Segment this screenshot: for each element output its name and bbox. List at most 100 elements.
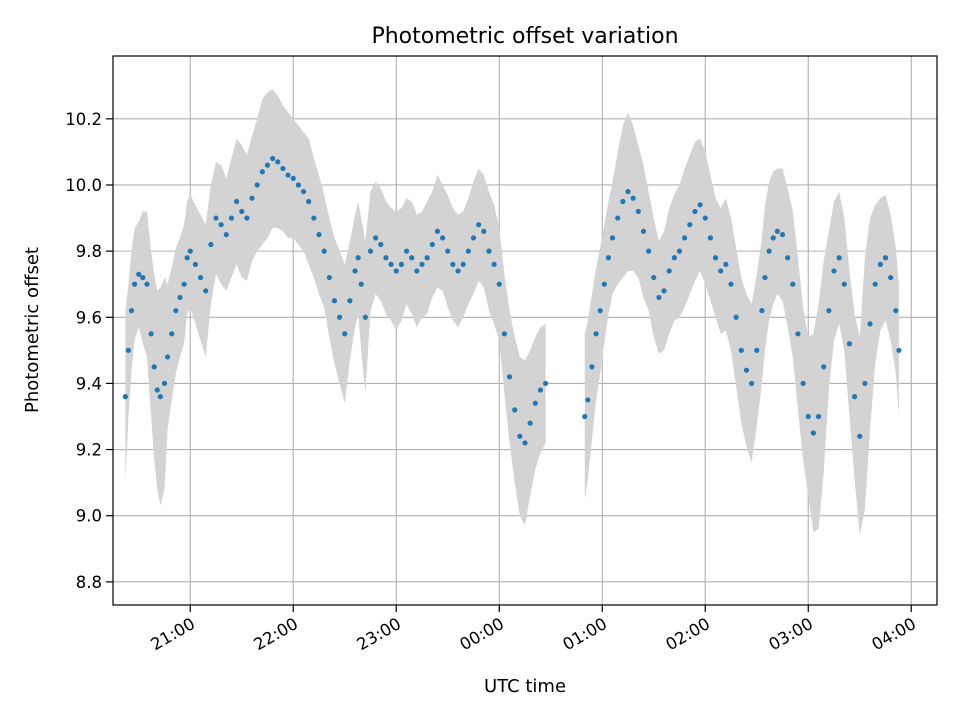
data-point xyxy=(187,248,193,254)
data-point xyxy=(331,298,338,304)
data-point xyxy=(280,165,286,172)
data-point xyxy=(378,241,384,248)
y-tick-label: 9.8 xyxy=(76,242,102,261)
data-point xyxy=(712,255,719,261)
y-tick-label: 9.0 xyxy=(76,507,102,526)
y-tick-label: 9.6 xyxy=(76,308,102,327)
data-point xyxy=(270,155,276,162)
data-point xyxy=(476,222,482,228)
data-point xyxy=(805,413,811,420)
data-point xyxy=(770,235,776,241)
x-tick-label: 00:00 xyxy=(457,614,508,654)
data-point xyxy=(738,347,744,353)
data-point xyxy=(620,198,626,205)
data-point xyxy=(403,248,410,254)
data-point xyxy=(342,331,348,337)
data-point xyxy=(125,347,132,353)
data-point xyxy=(259,169,265,175)
data-point xyxy=(506,374,513,380)
data-point xyxy=(512,407,518,413)
data-point xyxy=(815,413,822,420)
data-point xyxy=(810,430,817,436)
data-point xyxy=(161,380,168,387)
x-tick-label: 01:00 xyxy=(560,614,611,654)
data-point xyxy=(290,175,296,181)
data-point xyxy=(285,172,291,178)
y-tick-label: 9.2 xyxy=(76,441,102,460)
data-point xyxy=(831,268,837,274)
data-point xyxy=(687,222,693,228)
data-point xyxy=(877,261,883,267)
x-tick-label: 23:00 xyxy=(354,614,405,654)
data-point xyxy=(697,202,703,208)
x-tick-label: 21:00 xyxy=(148,614,199,654)
y-axis-label: Photometric offset xyxy=(22,247,43,413)
data-point xyxy=(316,231,322,238)
data-point xyxy=(122,394,128,400)
data-point xyxy=(682,235,688,241)
data-point xyxy=(177,294,183,301)
data-point xyxy=(733,314,739,320)
data-point xyxy=(445,248,451,254)
data-point xyxy=(373,235,379,241)
data-point xyxy=(321,248,327,254)
data-point xyxy=(779,231,786,238)
data-point xyxy=(749,380,755,387)
data-point xyxy=(882,255,889,261)
data-point xyxy=(774,228,780,234)
data-point xyxy=(867,321,873,327)
data-point xyxy=(486,248,492,254)
y-axis: 8.8 9.0 9.2 9.4 9.6 9.8 10.0 10.2 xyxy=(65,110,113,592)
data-point xyxy=(470,235,477,241)
x-tick-label: 22:00 xyxy=(251,614,302,654)
data-point xyxy=(132,281,138,287)
data-point xyxy=(424,255,430,261)
x-axis-label: UTC time xyxy=(484,676,566,697)
data-point xyxy=(450,261,456,267)
data-point xyxy=(144,281,150,287)
data-point xyxy=(355,255,361,261)
data-point xyxy=(234,198,240,205)
data-point xyxy=(409,255,415,261)
data-point xyxy=(481,228,487,234)
data-point xyxy=(434,228,441,234)
data-point xyxy=(543,380,549,387)
data-point xyxy=(702,215,708,221)
data-point xyxy=(419,261,425,267)
data-point xyxy=(846,341,853,347)
data-point xyxy=(414,268,420,274)
data-point xyxy=(398,261,404,267)
y-tick-label: 8.8 xyxy=(76,573,102,592)
data-point xyxy=(140,274,146,281)
data-point xyxy=(128,308,135,314)
x-axis: 21:00 22:00 23:00 00:00 01:00 02:00 03:00 04:00 xyxy=(148,605,920,654)
data-point xyxy=(352,268,358,274)
data-point xyxy=(275,159,281,165)
data-point xyxy=(872,281,878,287)
x-tick-label: 04:00 xyxy=(869,614,920,654)
data-point xyxy=(723,261,729,267)
data-point xyxy=(852,394,858,400)
data-point xyxy=(589,364,595,370)
data-point xyxy=(601,281,607,287)
data-point xyxy=(582,413,588,420)
data-point xyxy=(605,255,612,261)
data-point xyxy=(754,347,760,353)
data-point xyxy=(630,195,636,201)
data-point xyxy=(148,331,154,337)
data-point xyxy=(666,268,672,274)
data-point xyxy=(440,235,446,241)
data-point xyxy=(173,308,179,314)
data-point xyxy=(223,231,229,238)
data-point xyxy=(893,308,899,314)
error-band xyxy=(125,89,546,526)
data-point xyxy=(857,433,863,439)
data-point xyxy=(527,420,533,426)
data-point xyxy=(896,347,902,353)
data-point xyxy=(656,294,662,301)
data-point xyxy=(192,261,198,267)
data-point xyxy=(888,274,894,281)
data-point xyxy=(367,248,374,254)
data-point xyxy=(383,255,389,261)
